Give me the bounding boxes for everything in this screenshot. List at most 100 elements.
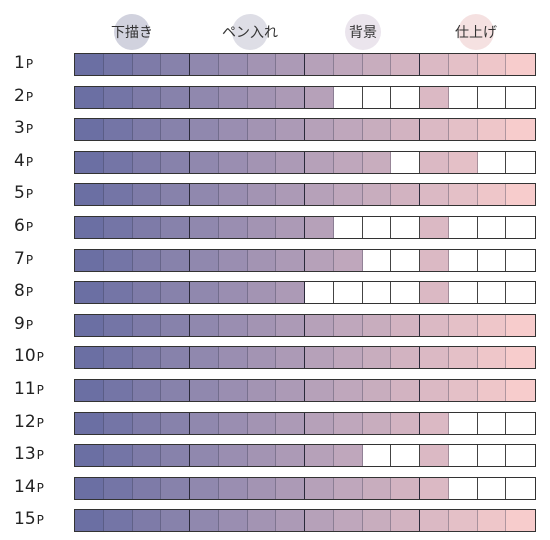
progress-cell-filled[interactable] (161, 87, 190, 108)
progress-cell-filled[interactable] (132, 217, 162, 238)
progress-cell-empty[interactable] (506, 250, 535, 271)
progress-cell-filled[interactable] (420, 478, 449, 499)
progress-cell-filled[interactable] (420, 152, 449, 173)
progress-cell-filled[interactable] (218, 380, 248, 401)
progress-cell-filled[interactable] (448, 184, 478, 205)
progress-cell-filled[interactable] (362, 54, 392, 75)
progress-cell-filled[interactable] (362, 380, 392, 401)
progress-cell-filled[interactable] (448, 380, 478, 401)
progress-cell-filled[interactable] (305, 119, 334, 140)
progress-cell-filled[interactable] (132, 510, 162, 531)
progress-cell-empty[interactable] (362, 445, 392, 466)
progress-cell-filled[interactable] (190, 87, 219, 108)
progress-cell-filled[interactable] (420, 87, 449, 108)
progress-cell-filled[interactable] (190, 478, 219, 499)
progress-cell-filled[interactable] (218, 478, 248, 499)
progress-cell-filled[interactable] (247, 87, 277, 108)
progress-cell-filled[interactable] (161, 152, 190, 173)
progress-cell-filled[interactable] (161, 413, 190, 434)
progress-cell-filled[interactable] (305, 184, 334, 205)
progress-cell-filled[interactable] (132, 380, 162, 401)
progress-cell-empty[interactable] (506, 87, 535, 108)
progress-cell-filled[interactable] (391, 184, 420, 205)
progress-cell-empty[interactable] (362, 87, 392, 108)
progress-cell-filled[interactable] (448, 510, 478, 531)
progress-cell-filled[interactable] (420, 282, 449, 303)
progress-cell-filled[interactable] (333, 347, 363, 368)
progress-cell-filled[interactable] (218, 152, 248, 173)
progress-cell-filled[interactable] (161, 380, 190, 401)
progress-cell-filled[interactable] (218, 315, 248, 336)
progress-cell-filled[interactable] (305, 347, 334, 368)
progress-cell-filled[interactable] (247, 54, 277, 75)
progress-cell-filled[interactable] (103, 184, 133, 205)
progress-cell-filled[interactable] (333, 119, 363, 140)
progress-cell-filled[interactable] (75, 152, 104, 173)
progress-cell-filled[interactable] (75, 347, 104, 368)
progress-cell-filled[interactable] (333, 250, 363, 271)
progress-cell-filled[interactable] (218, 413, 248, 434)
progress-cell-empty[interactable] (477, 217, 507, 238)
progress-cell-filled[interactable] (333, 478, 363, 499)
progress-cell-filled[interactable] (218, 184, 248, 205)
progress-cell-filled[interactable] (247, 119, 277, 140)
progress-cell-filled[interactable] (247, 184, 277, 205)
progress-cell-empty[interactable] (391, 152, 420, 173)
progress-cell-filled[interactable] (103, 119, 133, 140)
progress-cell-empty[interactable] (448, 282, 478, 303)
progress-cell-filled[interactable] (247, 510, 277, 531)
progress-cell-filled[interactable] (333, 510, 363, 531)
progress-cell-filled[interactable] (305, 413, 334, 434)
progress-cell-filled[interactable] (161, 347, 190, 368)
progress-cell-filled[interactable] (305, 478, 334, 499)
progress-cell-filled[interactable] (190, 250, 219, 271)
progress-cell-empty[interactable] (333, 217, 363, 238)
progress-cell-filled[interactable] (132, 478, 162, 499)
progress-cell-filled[interactable] (103, 250, 133, 271)
progress-cell-filled[interactable] (391, 54, 420, 75)
progress-cell-filled[interactable] (161, 184, 190, 205)
progress-cell-empty[interactable] (391, 250, 420, 271)
progress-cell-filled[interactable] (75, 445, 104, 466)
progress-cell-filled[interactable] (276, 282, 305, 303)
progress-cell-empty[interactable] (362, 282, 392, 303)
progress-cell-filled[interactable] (506, 380, 535, 401)
progress-cell-filled[interactable] (362, 152, 392, 173)
progress-cell-filled[interactable] (305, 380, 334, 401)
progress-cell-empty[interactable] (477, 250, 507, 271)
progress-cell-filled[interactable] (247, 152, 277, 173)
progress-cell-filled[interactable] (247, 217, 277, 238)
progress-cell-filled[interactable] (276, 54, 305, 75)
progress-cell-empty[interactable] (391, 445, 420, 466)
progress-cell-filled[interactable] (276, 413, 305, 434)
progress-cell-filled[interactable] (448, 152, 478, 173)
progress-cell-filled[interactable] (420, 347, 449, 368)
progress-cell-filled[interactable] (391, 478, 420, 499)
progress-cell-filled[interactable] (132, 250, 162, 271)
progress-cell-filled[interactable] (132, 413, 162, 434)
progress-cell-filled[interactable] (103, 152, 133, 173)
progress-cell-filled[interactable] (161, 510, 190, 531)
progress-cell-filled[interactable] (103, 282, 133, 303)
progress-cell-filled[interactable] (75, 250, 104, 271)
progress-cell-empty[interactable] (448, 87, 478, 108)
progress-cell-filled[interactable] (218, 250, 248, 271)
progress-cell-filled[interactable] (333, 315, 363, 336)
progress-cell-filled[interactable] (190, 413, 219, 434)
progress-cell-filled[interactable] (391, 380, 420, 401)
progress-cell-filled[interactable] (448, 119, 478, 140)
progress-cell-filled[interactable] (75, 380, 104, 401)
progress-cell-filled[interactable] (391, 315, 420, 336)
progress-cell-filled[interactable] (333, 445, 363, 466)
progress-cell-filled[interactable] (305, 152, 334, 173)
progress-cell-filled[interactable] (190, 217, 219, 238)
progress-cell-filled[interactable] (420, 119, 449, 140)
progress-cell-filled[interactable] (362, 347, 392, 368)
progress-cell-filled[interactable] (276, 250, 305, 271)
progress-cell-filled[interactable] (218, 87, 248, 108)
progress-cell-filled[interactable] (247, 445, 277, 466)
progress-cell-filled[interactable] (218, 510, 248, 531)
progress-cell-empty[interactable] (477, 478, 507, 499)
progress-cell-filled[interactable] (276, 217, 305, 238)
progress-cell-filled[interactable] (506, 54, 535, 75)
